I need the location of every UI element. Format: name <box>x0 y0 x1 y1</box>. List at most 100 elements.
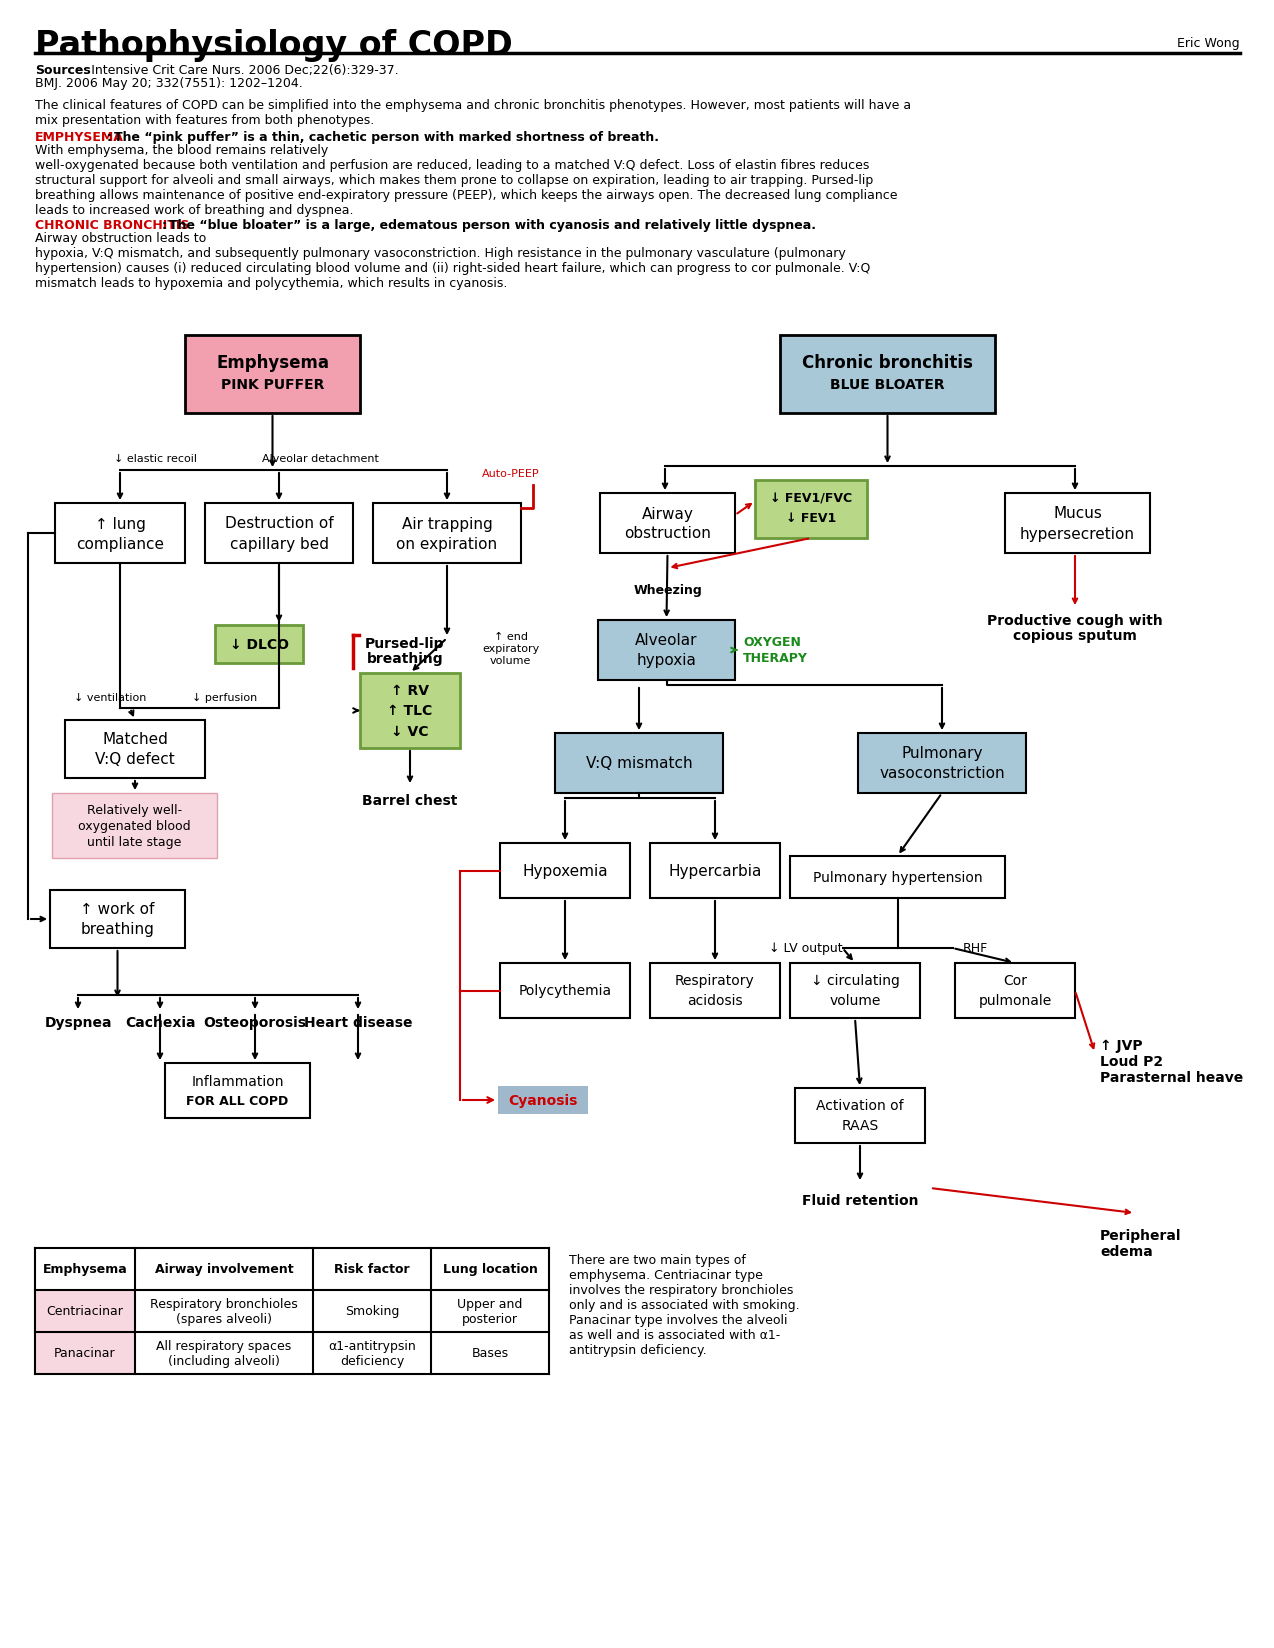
FancyBboxPatch shape <box>650 964 780 1018</box>
FancyBboxPatch shape <box>857 733 1026 794</box>
FancyBboxPatch shape <box>499 964 631 1018</box>
Text: until late stage: until late stage <box>88 836 182 849</box>
Text: Panacinar: Panacinar <box>55 1346 116 1360</box>
Text: V:Q defect: V:Q defect <box>96 751 175 766</box>
Text: Fluid retention: Fluid retention <box>801 1193 919 1208</box>
Text: Risk factor: Risk factor <box>334 1262 410 1276</box>
Text: Auto-PEEP: Auto-PEEP <box>482 468 540 478</box>
Text: With emphysema, the blood remains relatively
well-oxygenated because both ventil: With emphysema, the blood remains relati… <box>34 143 897 218</box>
Text: Cachexia: Cachexia <box>125 1015 195 1030</box>
Text: Productive cough with: Productive cough with <box>987 613 1163 628</box>
Text: Sources: Sources <box>34 64 90 77</box>
FancyBboxPatch shape <box>185 336 361 414</box>
Text: Centriacinar: Centriacinar <box>47 1305 124 1318</box>
FancyBboxPatch shape <box>34 1290 135 1332</box>
Text: Cyanosis: Cyanosis <box>508 1093 577 1107</box>
Text: Airway: Airway <box>642 506 693 521</box>
Text: There are two main types of
emphysema. Centriacinar type
involves the respirator: There are two main types of emphysema. C… <box>569 1252 800 1356</box>
Text: Pulmonary hypertension: Pulmonary hypertension <box>813 870 982 885</box>
Text: Respiratory bronchioles
(spares alveoli): Respiratory bronchioles (spares alveoli) <box>150 1297 298 1325</box>
Text: on expiration: on expiration <box>396 536 498 550</box>
Text: The “blue bloater” is a large, edematous person with cyanosis and relatively lit: The “blue bloater” is a large, edematous… <box>169 219 817 232</box>
FancyBboxPatch shape <box>34 1332 135 1374</box>
FancyBboxPatch shape <box>431 1290 549 1332</box>
Text: :: : <box>162 219 172 232</box>
Text: ↓ ventilation: ↓ ventilation <box>74 692 147 702</box>
Text: ↑ RV: ↑ RV <box>391 684 429 699</box>
Text: Pulmonary: Pulmonary <box>901 747 982 761</box>
Text: capillary bed: capillary bed <box>229 536 329 550</box>
FancyBboxPatch shape <box>795 1088 925 1144</box>
Text: BLUE BLOATER: BLUE BLOATER <box>831 377 945 392</box>
Text: Air trapping: Air trapping <box>401 516 492 531</box>
Text: ↑ work of: ↑ work of <box>80 901 154 916</box>
Text: Wheezing: Wheezing <box>633 583 702 597</box>
Text: Destruction of: Destruction of <box>224 516 334 531</box>
FancyBboxPatch shape <box>650 844 780 898</box>
Text: Alveolar detachment: Alveolar detachment <box>261 453 378 463</box>
Text: ↑ TLC: ↑ TLC <box>387 704 433 719</box>
FancyBboxPatch shape <box>313 1290 431 1332</box>
Text: Barrel chest: Barrel chest <box>362 794 457 808</box>
Text: α1-antitrypsin
deficiency: α1-antitrypsin deficiency <box>329 1340 415 1368</box>
Text: RHF: RHF <box>962 943 987 954</box>
Text: acidosis: acidosis <box>687 994 743 1009</box>
Text: Hypercarbia: Hypercarbia <box>669 864 762 878</box>
Text: breathing: breathing <box>80 921 154 938</box>
Text: Pursed-lip: Pursed-lip <box>366 636 445 651</box>
Text: Relatively well-: Relatively well- <box>87 804 182 816</box>
Text: BMJ. 2006 May 20; 332(7551): 1202–1204.: BMJ. 2006 May 20; 332(7551): 1202–1204. <box>34 77 303 91</box>
Text: Alveolar: Alveolar <box>636 633 698 648</box>
Text: V:Q mismatch: V:Q mismatch <box>586 756 692 771</box>
FancyBboxPatch shape <box>790 964 920 1018</box>
Text: pulmonale: pulmonale <box>978 994 1051 1009</box>
FancyBboxPatch shape <box>373 504 521 564</box>
Text: PINK PUFFER: PINK PUFFER <box>220 377 324 392</box>
Text: Matched: Matched <box>102 732 168 747</box>
FancyBboxPatch shape <box>431 1332 549 1374</box>
Text: Polycythemia: Polycythemia <box>519 984 612 999</box>
Text: Inflammation: Inflammation <box>191 1074 284 1088</box>
Text: Airway obstruction leads to
hypoxia, V:Q mismatch, and subsequently pulmonary va: Airway obstruction leads to hypoxia, V:Q… <box>34 232 870 290</box>
Text: FOR ALL COPD: FOR ALL COPD <box>186 1094 289 1107</box>
Text: ↑ end
expiratory
volume: ↑ end expiratory volume <box>482 633 539 666</box>
Text: ↓ VC: ↓ VC <box>391 723 429 738</box>
FancyBboxPatch shape <box>205 504 353 564</box>
FancyBboxPatch shape <box>780 336 995 414</box>
FancyBboxPatch shape <box>498 1086 589 1114</box>
Text: Heart disease: Heart disease <box>303 1015 413 1030</box>
Text: Emphysema: Emphysema <box>42 1262 127 1276</box>
Text: Peripheral: Peripheral <box>1099 1228 1181 1243</box>
FancyBboxPatch shape <box>166 1063 310 1119</box>
Text: ↓ FEV1: ↓ FEV1 <box>786 511 836 524</box>
FancyBboxPatch shape <box>361 674 460 748</box>
Text: Respiratory: Respiratory <box>675 974 755 987</box>
Text: :: : <box>107 130 116 143</box>
Text: ↓ FEV1/FVC: ↓ FEV1/FVC <box>769 493 852 506</box>
FancyBboxPatch shape <box>598 621 735 681</box>
Text: ↑ lung: ↑ lung <box>94 516 145 531</box>
Text: edema: edema <box>1099 1244 1153 1257</box>
Text: hypoxia: hypoxia <box>637 653 697 667</box>
Text: The “pink puffer” is a thin, cachetic person with marked shortness of breath.: The “pink puffer” is a thin, cachetic pe… <box>113 130 659 143</box>
Text: Bases: Bases <box>471 1346 508 1360</box>
FancyBboxPatch shape <box>555 733 724 794</box>
Text: Loud P2: Loud P2 <box>1099 1055 1163 1068</box>
FancyBboxPatch shape <box>65 720 205 778</box>
Text: ↓ perfusion: ↓ perfusion <box>192 692 257 702</box>
Text: Lung location: Lung location <box>442 1262 538 1276</box>
FancyBboxPatch shape <box>50 890 185 949</box>
Text: Emphysema: Emphysema <box>217 354 329 372</box>
FancyBboxPatch shape <box>52 794 217 859</box>
FancyBboxPatch shape <box>215 626 303 664</box>
Text: EMPHYSEMA: EMPHYSEMA <box>34 130 124 143</box>
FancyBboxPatch shape <box>313 1332 431 1374</box>
Text: copious sputum: copious sputum <box>1013 628 1136 643</box>
Text: The clinical features of COPD can be simplified into the emphysema and chronic b: The clinical features of COPD can be sim… <box>34 99 911 127</box>
Text: oxygenated blood: oxygenated blood <box>78 819 191 832</box>
Text: Pathophysiology of COPD: Pathophysiology of COPD <box>34 30 512 63</box>
Text: Cor: Cor <box>1003 974 1027 987</box>
Text: Hypoxemia: Hypoxemia <box>522 864 608 878</box>
Text: All respiratory spaces
(including alveoli): All respiratory spaces (including alveol… <box>157 1340 292 1368</box>
Text: Osteoporosis: Osteoporosis <box>204 1015 307 1030</box>
